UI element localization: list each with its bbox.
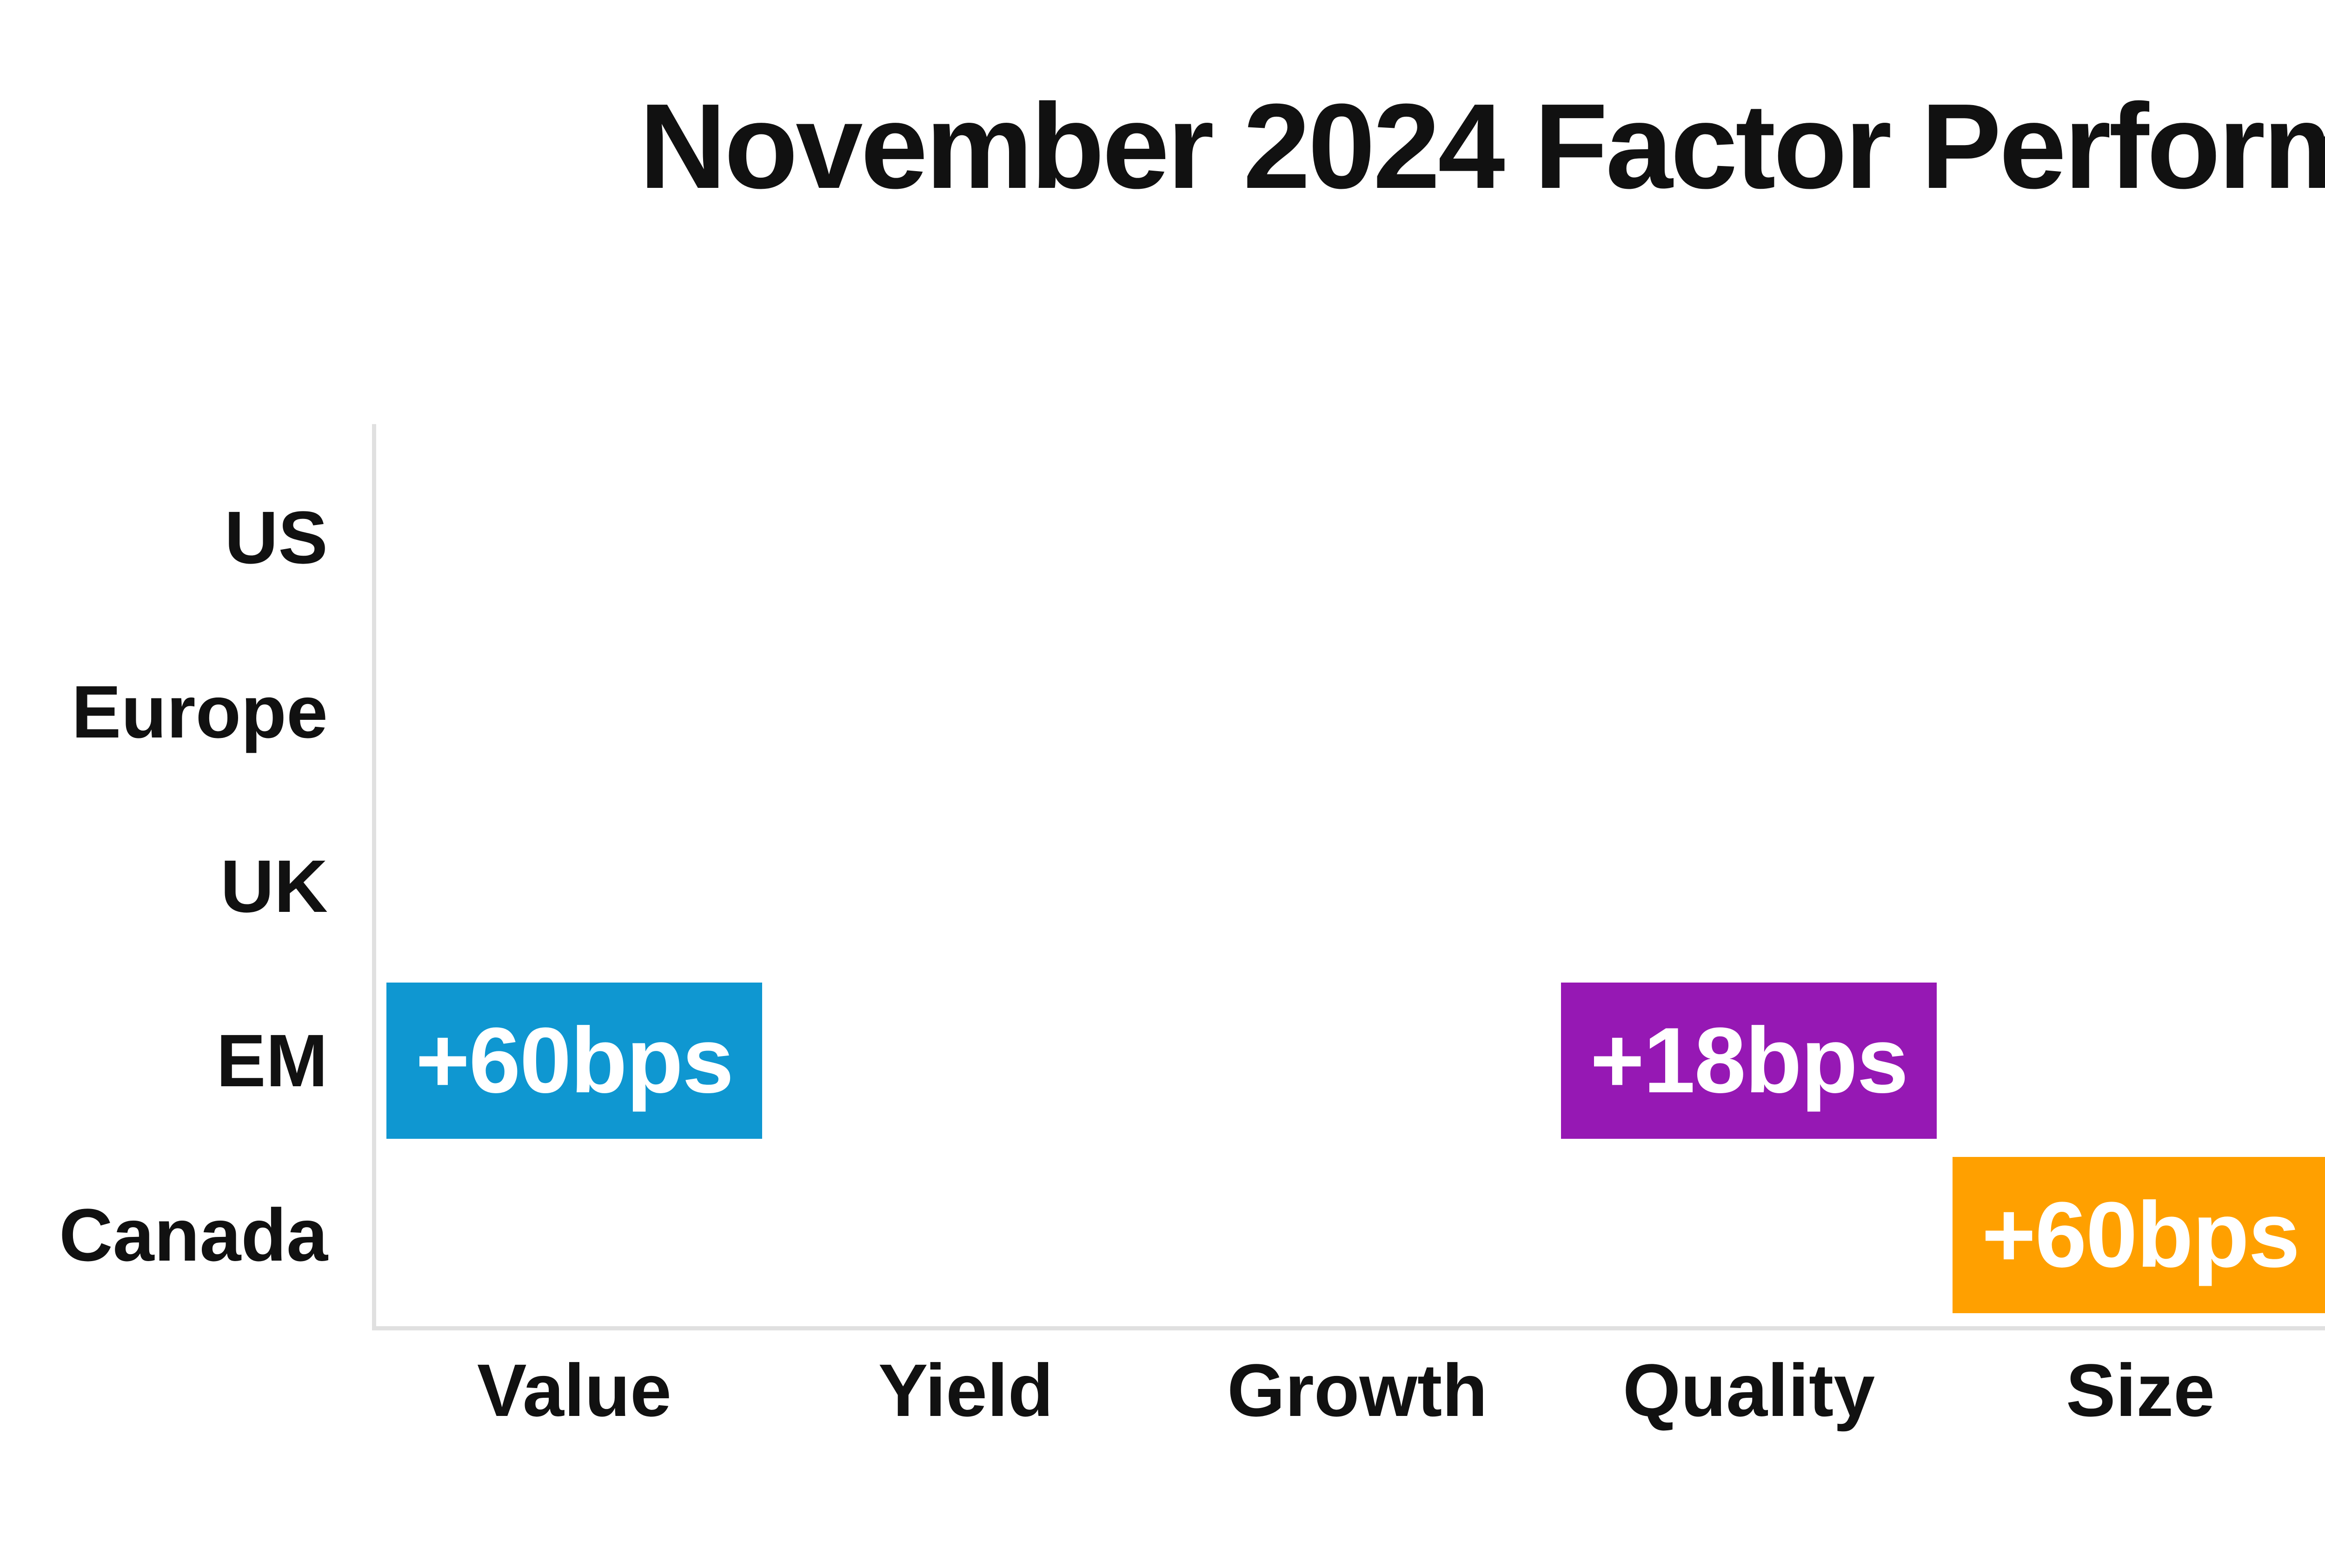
x-axis-label-growth: Growth [1227,1349,1488,1432]
page-title: November 2024 Factor Performance [639,79,2325,214]
x-axis-label-yield: Yield [878,1349,1054,1432]
y-axis-label-europe: Europe [71,670,328,753]
y-axis-label-em: EM [216,1019,328,1102]
cell-em-value: +60bps [386,983,762,1139]
y-axis-label-canada: Canada [59,1193,328,1276]
y-axis-line [372,424,376,1330]
x-axis-label-size: Size [2066,1349,2215,1432]
cell-canada-size: +60bps [1953,1157,2325,1313]
x-axis-label-quality: Quality [1622,1349,1875,1432]
x-axis-line [372,1326,2325,1330]
x-axis-label-value: Value [477,1349,672,1432]
y-axis-label-us: US [224,496,328,579]
cell-em-quality: +18bps [1561,983,1937,1139]
y-axis-label-uk: UK [220,844,328,928]
